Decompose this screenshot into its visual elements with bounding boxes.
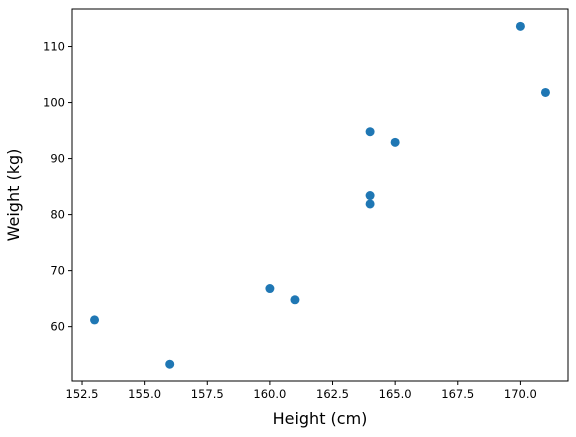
scatter-point <box>390 137 400 147</box>
x-tick-label: 160.0 <box>253 387 286 401</box>
scatter-point <box>165 359 175 369</box>
data-points <box>90 21 550 369</box>
x-tick-label: 152.5 <box>66 387 99 401</box>
scatter-point <box>515 21 525 31</box>
plot-area <box>72 9 568 381</box>
y-tick-label: 70 <box>50 264 65 278</box>
x-tick-label: 155.0 <box>128 387 161 401</box>
y-tick-label: 110 <box>43 40 65 54</box>
scatter-point <box>365 127 375 137</box>
y-tick-label: 100 <box>43 96 65 110</box>
x-tick-label: 165.0 <box>379 387 412 401</box>
x-tick-label: 157.5 <box>191 387 224 401</box>
y-tick-label: 90 <box>50 152 65 166</box>
y-tick-label: 60 <box>50 320 65 334</box>
y-axis-ticks: 60 70 80 90 100 110 <box>43 40 72 334</box>
scatter-point <box>365 191 375 201</box>
scatter-point <box>365 199 375 209</box>
y-axis-label: Weight (kg) <box>4 149 23 242</box>
x-axis-label: Height (cm) <box>273 409 368 428</box>
plot-frame <box>71 8 569 382</box>
scatter-point <box>540 87 550 97</box>
scatter-point <box>290 295 300 305</box>
x-axis-ticks: 152.5 155.0 157.5 160.0 162.5 165.0 167.5 170.0 <box>66 381 537 401</box>
scatter-point <box>265 284 275 294</box>
x-tick-label: 162.5 <box>316 387 349 401</box>
x-tick-label: 170.0 <box>504 387 537 401</box>
y-tick-label: 80 <box>50 208 65 222</box>
x-tick-label: 167.5 <box>441 387 474 401</box>
scatter-point <box>90 315 100 325</box>
